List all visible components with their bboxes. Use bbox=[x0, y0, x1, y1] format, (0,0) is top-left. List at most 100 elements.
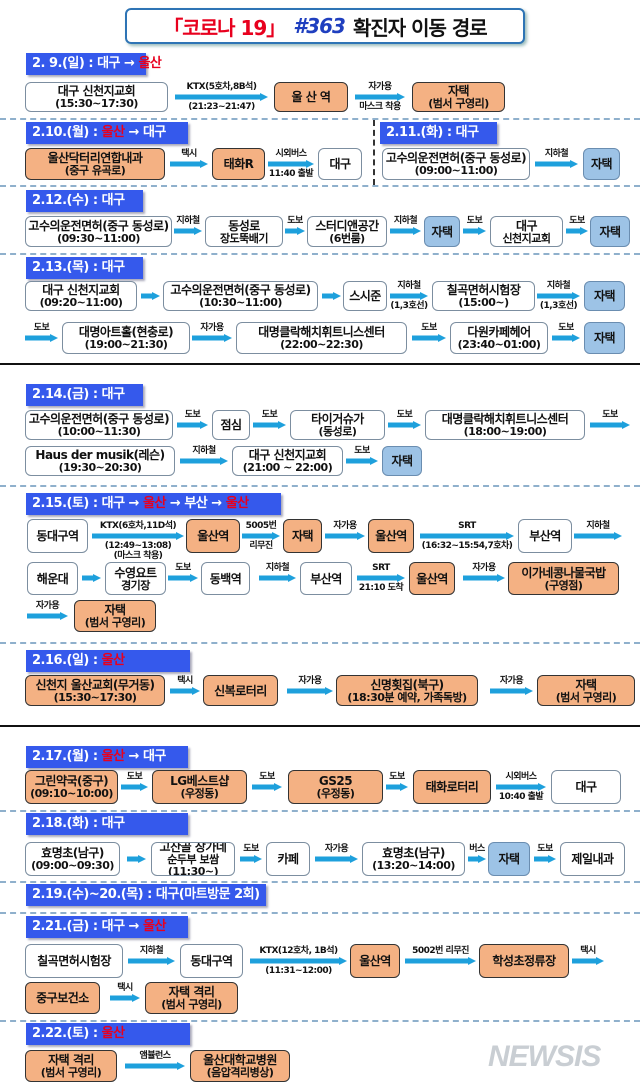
arrow-right-icon bbox=[121, 783, 148, 791]
header-text: 2.11.(화) : 대구 bbox=[386, 125, 479, 140]
arrow-right-icon bbox=[463, 574, 505, 582]
location-box: Haus der musik(레슨) (19:30~20:30) bbox=[25, 446, 175, 476]
location-box: 자택 격리 (범서 구영리) bbox=[25, 1050, 117, 1082]
location-name: 자택 bbox=[599, 224, 621, 239]
transport-label: 자가용 bbox=[368, 82, 392, 92]
location-box: GS25 (우정동) bbox=[288, 770, 383, 804]
location-name: 대명클락해치휘트니스센터 bbox=[441, 412, 569, 426]
transport-label: 택시 bbox=[580, 946, 596, 956]
day-header: 2.12.(수) : 대구 bbox=[26, 190, 143, 212]
location-name: 대명클락해치휘트니스센터 bbox=[258, 325, 385, 339]
location-box: 제일내과 bbox=[560, 842, 625, 876]
arrow-right-icon bbox=[468, 855, 486, 863]
location-detail: (09:30~11:00) bbox=[57, 231, 140, 245]
location-name: 신명횟집(북구) bbox=[370, 677, 444, 692]
transport-label: SRT bbox=[372, 563, 390, 573]
transport-label: 앰뷸런스 bbox=[139, 1051, 171, 1061]
location-box: 자택 bbox=[590, 216, 630, 247]
transport-label: 5002번 리무진 bbox=[412, 946, 469, 956]
arrow-right-icon bbox=[127, 855, 146, 863]
day-header: 2.14.(금) : 대구 bbox=[26, 384, 143, 406]
location-name: 효명초(남구) bbox=[41, 846, 104, 860]
arrow-right-icon bbox=[250, 957, 347, 965]
location-detail: (11:30~) bbox=[167, 865, 219, 876]
divider bbox=[0, 912, 640, 914]
arrow-right-icon bbox=[534, 855, 556, 863]
arrow-right-icon bbox=[168, 574, 198, 582]
location-detail: (09:00~09:30) bbox=[31, 859, 114, 872]
location-detail: (15:30~17:30) bbox=[53, 690, 137, 704]
transport-label: 도보 bbox=[466, 216, 483, 226]
transport-detail: 마스크 착용 bbox=[359, 102, 401, 112]
location-box: 동성로 장도뚝배기 bbox=[205, 216, 283, 247]
header-text: → 부산 → bbox=[165, 496, 226, 511]
transport-label: 자가용 bbox=[35, 601, 60, 611]
location-box: 스터디앤공간 (6번룸) bbox=[307, 216, 387, 247]
arrow-right-icon bbox=[177, 421, 208, 429]
location-detail: (구영점) bbox=[544, 578, 583, 592]
transport-detail: (16:32~15:54,7호차) bbox=[421, 541, 513, 551]
transport-label: 자가용 bbox=[333, 521, 357, 531]
arrow-right-icon bbox=[572, 957, 604, 965]
location-detail: (동성로) bbox=[318, 425, 357, 438]
location-name: 고수의운전면허(중구 동성로) bbox=[385, 151, 527, 165]
location-name: 울산닥터리연합내과 bbox=[47, 151, 143, 165]
arrow-right-icon bbox=[420, 532, 514, 540]
location-detail: (19:00~21:30) bbox=[84, 338, 168, 351]
location-name: 울 산 역 bbox=[291, 90, 331, 104]
location-box: 학성초정류장 bbox=[479, 944, 569, 978]
transport-label: 도보 bbox=[243, 844, 259, 854]
location-detail: (15:30~17:30) bbox=[55, 97, 138, 110]
location-box: 효명초(남구) (09:00~09:30) bbox=[25, 842, 120, 876]
location-name: 동대구역 bbox=[36, 529, 79, 543]
header-destination: 울산 bbox=[101, 653, 125, 668]
transport-label: 자가용 bbox=[324, 844, 349, 854]
header-destination: 울산 bbox=[138, 56, 162, 71]
header-destination: 울산 bbox=[225, 496, 249, 511]
arrow-right-icon bbox=[490, 687, 533, 695]
location-box: 그린약국(중구) (09:10~10:00) bbox=[25, 770, 118, 804]
location-box: 울산역 bbox=[350, 944, 400, 978]
day-header: 2.17.(월) : 울산 → 대구 bbox=[26, 746, 188, 768]
location-detail: (19:30~20:30) bbox=[58, 461, 142, 474]
transport-label: 지하철 bbox=[586, 521, 610, 531]
arrow-right-icon bbox=[253, 421, 286, 429]
header-text: 2.12.(수) : 대구 bbox=[32, 193, 125, 208]
header-text: 2.10.(월) : bbox=[32, 125, 102, 140]
transport-label: 도보 bbox=[175, 563, 191, 573]
transport-label: 자가용 bbox=[200, 323, 224, 333]
location-box: 울산역 bbox=[409, 562, 455, 595]
location-box: 울산역 bbox=[186, 519, 240, 553]
location-name: 스시준 bbox=[349, 289, 381, 303]
location-name: 카페 bbox=[277, 852, 299, 866]
arrow-right-icon bbox=[170, 160, 208, 168]
title-prefix: 「코로나 19」 bbox=[163, 15, 286, 40]
page-title: 「코로나 19」 #363 확진자 이동 경로 bbox=[125, 8, 525, 44]
location-name: 대명아트홀(현충로) bbox=[78, 325, 174, 339]
location-box: 다원카페헤어 (23:40~01:00) bbox=[450, 322, 548, 354]
location-name: 자택 격리 bbox=[168, 985, 215, 999]
location-name: 타이거슈가 bbox=[311, 412, 364, 426]
location-name: 대구 bbox=[515, 218, 538, 233]
transport-label: 도보 bbox=[396, 410, 413, 420]
transport-label: 시외버스 bbox=[275, 149, 307, 159]
location-box: 효명초(남구) (13:20~14:00) bbox=[362, 842, 465, 876]
location-detail: (범서 구영리) bbox=[161, 998, 222, 1011]
location-box: 동백역 bbox=[201, 562, 250, 595]
location-name: 고수의운전면허(중구 동성로) bbox=[28, 218, 169, 233]
location-box: 대명클락해치휘트니스센터 (22:00~22:30) bbox=[236, 322, 407, 354]
arrow-right-icon bbox=[537, 292, 580, 300]
header-text: 2. 9.(일) : 대구 → bbox=[32, 56, 139, 71]
arrow-right-icon bbox=[388, 421, 421, 429]
header-text: 2.18.(화) : 대구 bbox=[32, 816, 125, 831]
location-box: LG베스트샵 (우정동) bbox=[152, 770, 247, 804]
location-detail: (21:00 ~ 22:00) bbox=[242, 461, 333, 474]
location-name: 부산역 bbox=[529, 529, 561, 543]
location-box: 부산역 bbox=[518, 519, 572, 553]
transport-detail: (12:49~13:08) bbox=[104, 541, 172, 551]
arrow-right-icon bbox=[125, 1062, 185, 1070]
header-text: 2.13.(목) : 대구 bbox=[32, 260, 125, 275]
header-text: 2.21.(금) : 대구 → bbox=[32, 919, 143, 934]
location-name: 대구 신천지교회 bbox=[42, 283, 120, 297]
location-name: 동대구역 bbox=[190, 954, 233, 968]
